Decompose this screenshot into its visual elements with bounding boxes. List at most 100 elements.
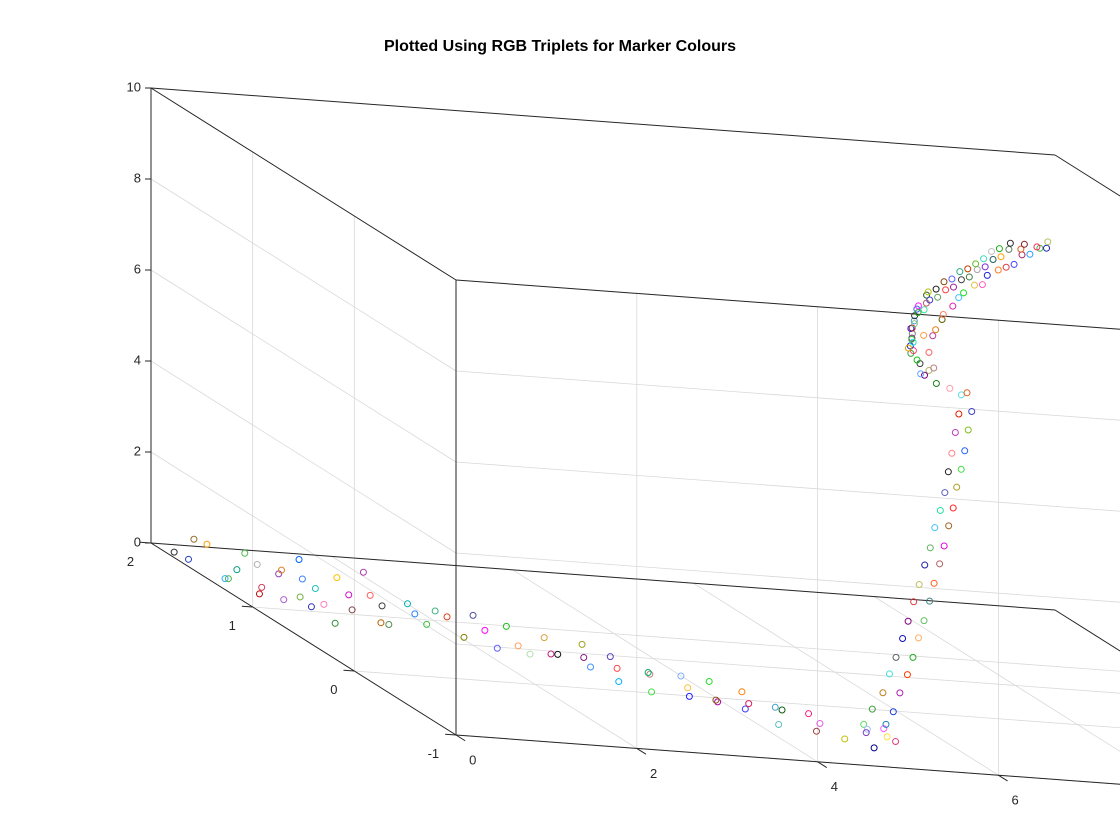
tick-label: 1 — [229, 618, 236, 633]
data-marker — [412, 611, 418, 617]
data-marker — [367, 592, 373, 598]
data-marker — [746, 701, 752, 707]
data-marker — [1021, 241, 1027, 247]
data-marker — [555, 651, 561, 657]
data-marker — [933, 380, 939, 386]
data-marker — [921, 332, 927, 338]
data-marker — [950, 303, 956, 309]
data-marker — [813, 728, 819, 734]
data-marker — [685, 685, 691, 691]
data-marker — [346, 592, 352, 598]
data-marker — [933, 327, 939, 333]
data-marker — [935, 294, 941, 300]
data-marker — [297, 594, 303, 600]
data-marker — [998, 254, 1004, 260]
tick-labels: 0246810-10120246810 — [127, 79, 1120, 834]
data-marker — [941, 279, 947, 285]
data-marker — [965, 427, 971, 433]
data-marker — [579, 641, 585, 647]
data-marker — [904, 672, 910, 678]
tick-label: 8 — [134, 170, 141, 185]
data-marker — [921, 307, 927, 313]
data-marker — [321, 601, 327, 607]
data-marker — [779, 707, 785, 713]
data-marker — [926, 349, 932, 355]
data-marker — [984, 272, 990, 278]
data-marker — [171, 549, 177, 555]
data-marker — [941, 543, 947, 549]
data-marker — [649, 689, 655, 695]
data-marker — [958, 277, 964, 283]
data-marker — [647, 671, 653, 677]
data-marker — [964, 390, 970, 396]
data-marker — [982, 264, 988, 270]
data-marker — [972, 282, 978, 288]
data-marker — [958, 392, 964, 398]
scatter3d-plot: 0246810-10120246810 — [0, 0, 1120, 840]
data-marker — [645, 669, 651, 675]
data-marker — [954, 484, 960, 490]
data-marker — [966, 274, 972, 280]
tick-label: -1 — [428, 746, 440, 761]
data-marker — [378, 620, 384, 626]
tick-label: 0 — [330, 682, 337, 697]
data-marker — [921, 618, 927, 624]
data-marker — [922, 372, 928, 378]
data-marker — [947, 385, 953, 391]
data-marker — [863, 730, 869, 736]
data-marker — [1044, 245, 1050, 251]
data-marker — [1019, 252, 1025, 258]
data-marker — [962, 448, 968, 454]
data-marker — [916, 635, 922, 641]
data-marker — [1007, 240, 1013, 246]
data-marker — [884, 734, 890, 740]
axes-box — [151, 88, 1120, 802]
data-marker — [379, 603, 385, 609]
data-marker — [191, 536, 197, 542]
data-marker — [952, 430, 958, 436]
data-marker — [946, 523, 952, 529]
data-marker — [905, 618, 911, 624]
data-marker — [432, 608, 438, 614]
data-marker — [957, 269, 963, 275]
data-marker — [259, 584, 265, 590]
data-marker — [482, 627, 488, 633]
data-marker — [950, 505, 956, 511]
data-marker — [842, 736, 848, 742]
data-marker — [548, 651, 554, 657]
data-marker — [956, 411, 962, 417]
data-marker — [281, 597, 287, 603]
data-marker — [974, 267, 980, 273]
data-marker — [242, 550, 248, 556]
data-marker — [910, 654, 916, 660]
data-marker — [973, 261, 979, 267]
data-marker — [942, 490, 948, 496]
data-marker — [444, 614, 450, 620]
data-marker — [186, 556, 192, 562]
data-marker — [541, 635, 547, 641]
data-marker — [937, 561, 943, 567]
data-marker — [616, 679, 622, 685]
data-marker — [204, 541, 210, 547]
data-marker — [806, 711, 812, 717]
tick-label: 6 — [134, 261, 141, 276]
data-marker — [299, 576, 305, 582]
data-marker — [880, 690, 886, 696]
data-marker — [254, 561, 260, 567]
tick-label: 4 — [134, 352, 141, 367]
grid-lines — [151, 88, 1120, 802]
axis-ticks — [140, 88, 1120, 808]
data-marker — [1003, 264, 1009, 270]
data-points — [171, 239, 1051, 751]
data-marker — [893, 654, 899, 660]
data-marker — [932, 525, 938, 531]
data-marker — [1027, 251, 1033, 257]
data-marker — [949, 276, 955, 282]
data-marker — [916, 582, 922, 588]
data-marker — [933, 286, 939, 292]
data-marker — [995, 267, 1001, 273]
tick-label: 6 — [1012, 793, 1019, 808]
data-marker — [979, 282, 985, 288]
data-marker — [951, 284, 957, 290]
data-marker — [296, 557, 302, 563]
